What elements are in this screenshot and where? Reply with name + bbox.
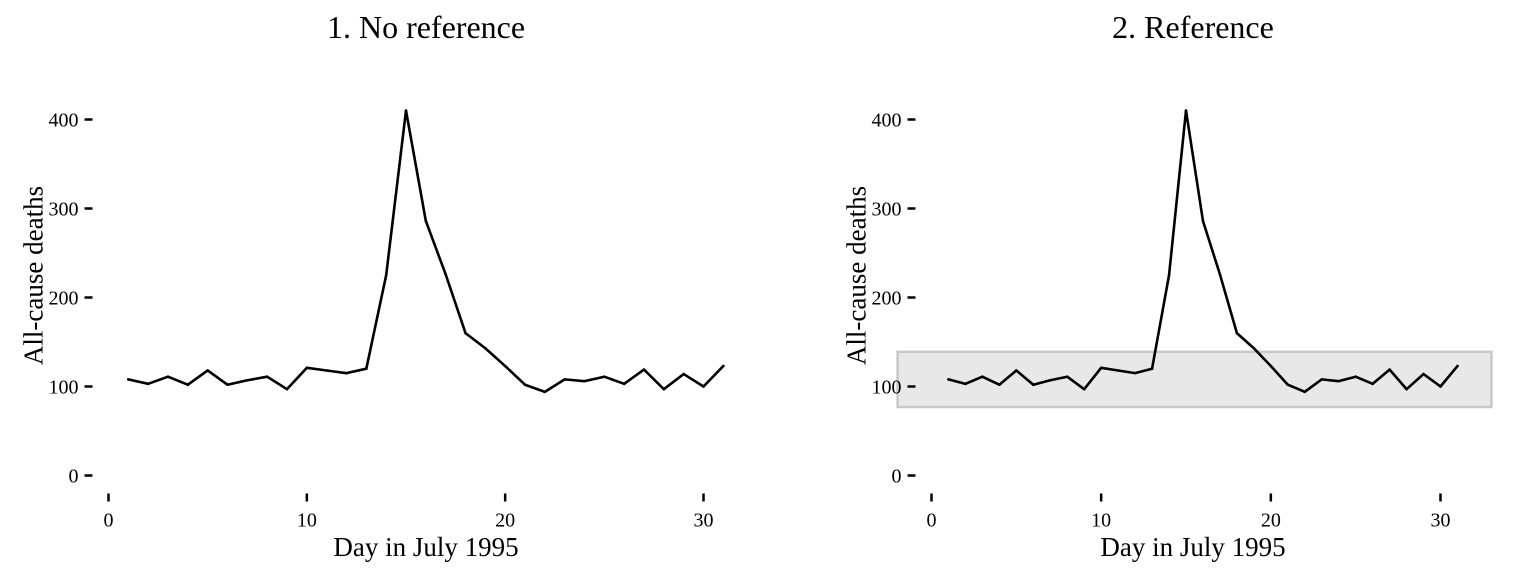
- data-point: [127, 378, 130, 381]
- panel-title: 1. No reference: [327, 9, 525, 45]
- x-tick-label: 0: [927, 510, 937, 532]
- data-point: [1456, 364, 1459, 368]
- data-point: [1388, 368, 1391, 371]
- data-point: [722, 364, 725, 368]
- series-line: [947, 109, 1459, 394]
- data-point: [1235, 331, 1239, 335]
- data-point: [1354, 375, 1357, 379]
- data-point: [1133, 371, 1137, 375]
- data-point: [1082, 387, 1086, 391]
- data-point: [1252, 346, 1256, 350]
- y-axis-title: All-cause deaths: [842, 186, 872, 365]
- data-point: [642, 368, 646, 371]
- data-point: [1065, 375, 1069, 379]
- data-point: [1303, 390, 1307, 394]
- data-point: [622, 382, 626, 386]
- data-point: [543, 390, 547, 394]
- data-point: [1337, 379, 1340, 383]
- x-axis-title: Day in July 1995: [1100, 532, 1285, 562]
- y-tick-label: 300: [872, 199, 902, 221]
- data-point: [1286, 383, 1290, 387]
- x-tick-label: 30: [694, 510, 714, 532]
- data-point: [1439, 385, 1442, 388]
- y-tick-label: 400: [49, 110, 79, 132]
- y-axis-title: All-cause deaths: [19, 186, 49, 365]
- y-tick-label: 200: [49, 288, 79, 310]
- data-point: [964, 382, 967, 386]
- data-point: [246, 378, 249, 382]
- y-tick-label: 200: [872, 288, 902, 310]
- data-point: [1167, 273, 1171, 277]
- data-point: [1116, 369, 1120, 372]
- chart-panel-1: 1. No reference 0 100 200 300 400 0 10 20 30 Day i…: [19, 9, 725, 562]
- data-point: [444, 273, 447, 276]
- data-point: [1422, 372, 1425, 376]
- y-tick-label: 0: [892, 466, 902, 488]
- data-point: [424, 219, 428, 223]
- data-point: [1048, 378, 1052, 382]
- data-point: [523, 383, 527, 387]
- x-tick-label: 10: [297, 510, 317, 532]
- data-point: [1320, 378, 1324, 381]
- x-axis-title: Day in July 1995: [333, 532, 518, 562]
- data-point: [1269, 364, 1273, 368]
- reference-band: [896, 350, 1493, 409]
- data-point: [1405, 387, 1408, 391]
- data-point: [365, 367, 368, 371]
- data-point: [947, 378, 950, 381]
- data-point: [384, 273, 388, 277]
- data-point: [563, 378, 566, 381]
- x-tick-label: 30: [1431, 510, 1451, 532]
- data-point: [1218, 273, 1222, 276]
- y-tick-label: 300: [49, 199, 79, 221]
- data-point: [583, 379, 586, 383]
- y-tick-label: 400: [872, 110, 902, 132]
- data-point: [1032, 383, 1035, 387]
- x-tick-label: 0: [104, 510, 114, 532]
- data-point: [464, 331, 467, 335]
- data-point: [603, 375, 606, 379]
- data-point: [1015, 369, 1018, 372]
- data-point: [484, 346, 487, 350]
- y-tick-label: 100: [872, 377, 902, 399]
- data-point: [682, 372, 685, 376]
- data-point: [1099, 366, 1103, 370]
- chart-panel-2: 2. Reference 0 100 200 300 400 0 10 20 30 Day in J…: [842, 9, 1493, 562]
- data-point: [702, 385, 705, 388]
- data-point: [325, 369, 328, 372]
- data-point: [265, 375, 269, 379]
- data-point: [285, 387, 289, 391]
- data-point: [404, 109, 408, 112]
- data-point: [226, 383, 229, 387]
- y-tick-label: 0: [69, 466, 79, 488]
- x-tick-label: 20: [1261, 510, 1281, 532]
- data-point: [345, 371, 348, 375]
- data-point: [662, 387, 666, 391]
- x-tick-label: 10: [1091, 510, 1111, 532]
- x-tick-label: 20: [495, 510, 515, 532]
- series-line: [127, 109, 725, 394]
- data-point: [1150, 367, 1154, 371]
- data-point: [1371, 382, 1374, 386]
- data-point: [1201, 219, 1205, 223]
- data-point: [981, 375, 984, 379]
- data-point: [503, 364, 507, 368]
- data-point: [146, 382, 150, 386]
- data-point: [1184, 109, 1188, 112]
- y-tick-label: 100: [49, 377, 79, 399]
- data-point: [166, 375, 170, 379]
- data-point: [305, 366, 309, 370]
- panel-title: 2. Reference: [1112, 9, 1274, 45]
- data-point: [998, 383, 1001, 387]
- data-point: [206, 369, 209, 372]
- data-point: [186, 383, 190, 387]
